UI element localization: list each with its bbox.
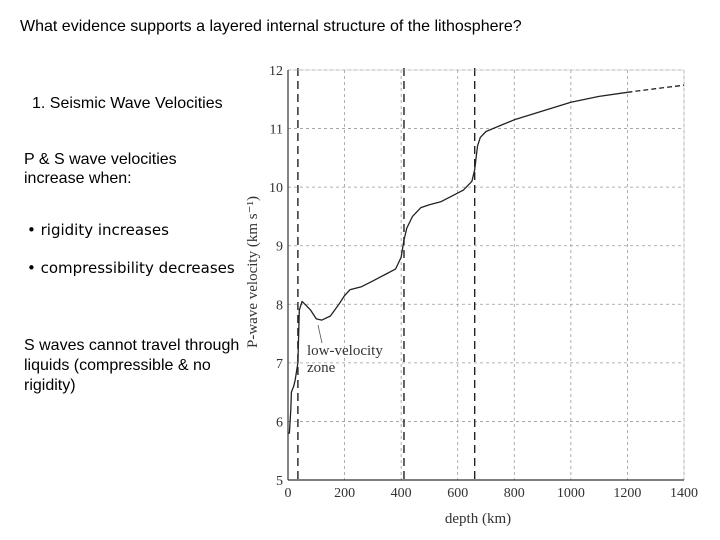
section-heading: 1. Seismic Wave Velocities (32, 95, 223, 112)
x-tick-label: 800 (504, 486, 525, 501)
annotation-label-line1: low-velocity (307, 343, 383, 359)
velocity-curve (288, 91, 628, 434)
x-tick-label: 1000 (557, 486, 585, 501)
y-axis-label: P-wave velocity (km s⁻¹) (245, 196, 261, 348)
annotation-label-line2: zone (307, 360, 336, 376)
velocity-curve-extrapolated (627, 84, 685, 93)
y-tick-label: 12 (269, 64, 283, 79)
y-tick-label: 7 (276, 357, 283, 372)
reference-lines (297, 68, 476, 480)
y-tick-label: 5 (276, 474, 283, 489)
x-tick-label: 600 (447, 486, 468, 501)
y-tick-label: 8 (276, 298, 283, 313)
y-tick-label: 10 (269, 181, 283, 196)
x-tick-label: 200 (334, 486, 355, 501)
y-tick-label: 11 (270, 123, 283, 138)
intro-text: P & S wave velocities increase when: (24, 151, 177, 187)
x-tick-label: 400 (391, 486, 412, 501)
y-tick-label: 6 (276, 415, 283, 430)
annotation-pointer (317, 324, 323, 344)
bullet-rigidity: • rigidity increases (27, 221, 169, 239)
note-text: S waves cannot travel through liquids (c… (24, 337, 240, 394)
x-tick-label: 1200 (613, 486, 641, 501)
x-axis-label: depth (km) (445, 511, 511, 527)
x-tick-label: 0 (285, 486, 292, 501)
x-tick-label: 1400 (670, 486, 698, 501)
slide-title: What evidence supports a layered interna… (20, 18, 522, 35)
y-tick-label: 9 (276, 240, 283, 255)
bullet-compressibility: • compressibility decreases (27, 259, 235, 277)
